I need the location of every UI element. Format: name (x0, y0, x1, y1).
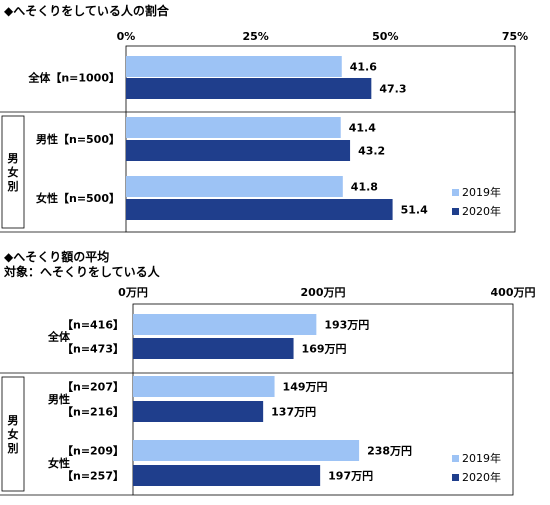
chart1-data-label: 51.4 (401, 204, 428, 217)
chart2-bar (133, 314, 317, 335)
chart2-n-label: 【n=257】 (62, 470, 124, 483)
chart2-category-label: 女性 (48, 456, 70, 470)
chart2-data-label: 169万円 (302, 343, 347, 356)
chart1-bar (126, 117, 341, 138)
chart2-category-label: 男性 (48, 392, 70, 406)
chart1-group-label-box (1, 115, 25, 229)
chart2-data-label: 193万円 (324, 319, 369, 332)
chart1-data-label: 41.4 (349, 122, 376, 135)
chart1-bar (126, 199, 393, 220)
chart2-data-label: 238万円 (367, 445, 412, 458)
chart2-data-label: 149万円 (283, 381, 328, 394)
chart1-data-label: 41.6 (350, 61, 377, 74)
chart1-tick-label: 75% (502, 30, 528, 43)
chart2-legend-swatch (452, 455, 459, 462)
chart2-data-label: 197万円 (328, 470, 373, 483)
chart2-group-label-char: 別 (7, 441, 19, 455)
chart2-bar (133, 465, 321, 486)
chart2-legend-label: 2019年 (462, 451, 501, 465)
chart1-legend-label: 2019年 (462, 185, 501, 199)
chart1-plot-frame (125, 45, 516, 233)
chart1-category-label: 男性【n=500】 (36, 132, 120, 146)
chart1-bar (126, 78, 372, 99)
chart1-bar (126, 140, 351, 161)
chart2-group-label-char: 男 (8, 414, 19, 427)
chart1-data-label: 41.8 (351, 181, 378, 194)
chart2-bar (133, 338, 294, 359)
chart1-group-label-char: 男 (8, 152, 19, 165)
chart1-legend-label: 2020年 (462, 204, 501, 218)
chart2-category-label: 全体 (47, 330, 71, 344)
chart2-n-label: 【n=207】 (62, 381, 124, 394)
chart1-bar (126, 56, 342, 77)
chart1-bar (126, 176, 343, 197)
chart2-bar (133, 401, 264, 422)
chart2-n-label: 【n=209】 (62, 445, 124, 458)
chart2-legend-label: 2020年 (462, 470, 501, 484)
chart2-data-label: 137万円 (271, 406, 316, 419)
chart1-data-label: 47.3 (379, 83, 406, 96)
chart1-legend-swatch (452, 189, 459, 196)
chart1-group-label-char: 別 (7, 179, 19, 193)
chart1-svg: 0% 25% 50% 75% 男女別 全体【n=1000】 41.647.3 男性【n=500… (0, 30, 528, 233)
chart2-subtitle: 対象：へそくりをしている人 (4, 265, 160, 279)
chart2-title: ◆へそくり額の平均 (4, 250, 110, 264)
chart2-group-label-box (1, 376, 25, 492)
chart2-n-label: 【n=473】 (62, 343, 124, 356)
chart1-category-label: 女性【n=500】 (36, 191, 120, 205)
chart1-title: ◆へそくりをしている人の割合 (4, 4, 169, 18)
chart2-plot-frame (132, 303, 514, 496)
chart2-n-label: 【n=216】 (62, 406, 124, 419)
chart2-n-label: 【n=416】 (62, 319, 124, 332)
chart2-bar (133, 376, 275, 397)
chart1-data-label: 43.2 (358, 145, 385, 158)
chart2-group-label-char: 女 (8, 427, 19, 441)
chart2-tick-label: 0万円 (118, 286, 148, 299)
chart2-tick-label: 400万円 (491, 286, 536, 299)
chart1-tick-label: 25% (242, 30, 268, 43)
chart1-tick-label: 50% (372, 30, 398, 43)
chart1-group-label-char: 女 (8, 165, 19, 179)
chart1-tick-label: 0% (117, 30, 136, 43)
chart2-tick-label: 200万円 (301, 286, 346, 299)
chart2-legend-swatch (452, 474, 459, 481)
chart2-bar (133, 440, 360, 461)
chart1-legend-swatch (452, 208, 459, 215)
chart1-category-label: 全体【n=1000】 (27, 71, 120, 85)
